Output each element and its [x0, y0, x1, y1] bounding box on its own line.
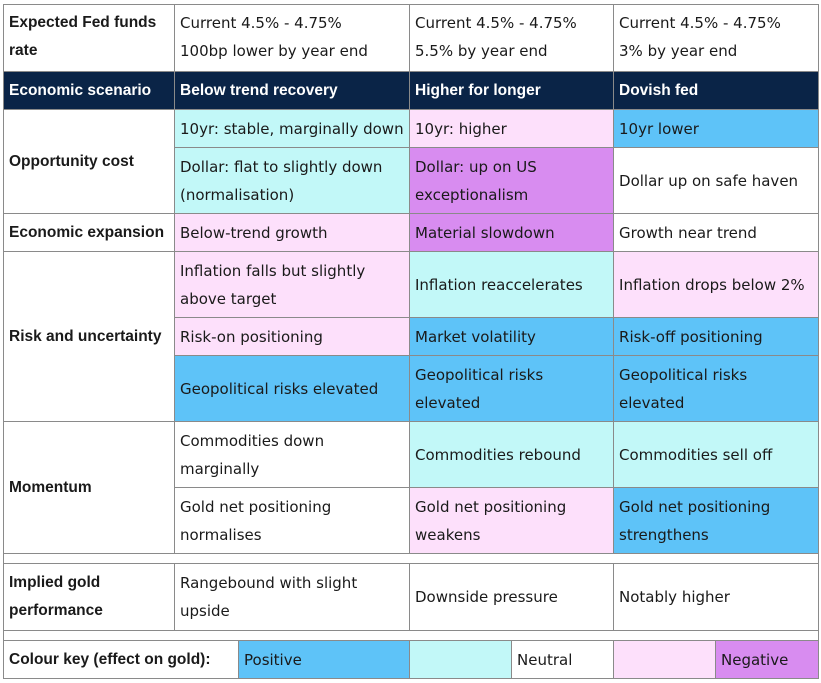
cell-implied-below-trend: Rangebound with slight upside: [174, 563, 410, 631]
colour-key-label: Colour key (effect on gold):: [3, 640, 239, 679]
key-neutral-light-swatch: [409, 640, 512, 679]
key-negative-swatch: Negative: [715, 640, 820, 679]
cell-gold-positioning-below-trend: Gold net positioning normalises: [174, 487, 410, 554]
economic-expansion-label: Economic expansion: [3, 213, 175, 252]
cell-10yr-dovish: 10yr lower: [613, 109, 820, 148]
key-negative-light-swatch: [613, 640, 717, 679]
gold-scenario-table: Expected Fed funds rate Current 4.5% - 4…: [2, 4, 820, 679]
cell-geopolitical-dovish: Geopolitical risks elevated: [613, 355, 820, 422]
scenario-higher-for-longer: Higher for longer: [408, 71, 615, 110]
fed-funds-dovish: Current 4.5% - 4.75% 3% by year end: [613, 4, 820, 72]
cell-commodities-below-trend: Commodities down marginally: [174, 421, 410, 488]
implied-gold-label: Implied gold performance: [3, 563, 175, 631]
fed-current-range: Current 4.5% - 4.75%: [415, 14, 577, 32]
cell-positioning-below-trend: Risk-on positioning: [174, 317, 410, 356]
scenario-below-trend-recovery: Below trend recovery: [174, 71, 410, 110]
fed-funds-below-trend: Current 4.5% - 4.75% 100bp lower by year…: [174, 4, 410, 72]
cell-dollar-dovish: Dollar up on safe haven: [613, 147, 820, 214]
cell-dollar-below-trend: Dollar: flat to slightly down (normalisa…: [174, 147, 410, 214]
cell-commodities-higher-longer: Commodities rebound: [408, 421, 615, 488]
fed-current-range: Current 4.5% - 4.75%: [180, 14, 342, 32]
cell-geopolitical-below-trend: Geopolitical risks elevated: [174, 355, 410, 422]
cell-inflation-dovish: Inflation drops below 2%: [613, 251, 820, 318]
opportunity-cost-label: Opportunity cost: [3, 109, 175, 214]
cell-dollar-higher-longer: Dollar: up on US exceptionalism: [408, 147, 615, 214]
cell-commodities-dovish: Commodities sell off: [613, 421, 820, 488]
fed-projection: 100bp lower by year end: [180, 42, 368, 60]
key-positive-swatch: Positive: [238, 640, 410, 679]
fed-projection: 5.5% by year end: [415, 42, 548, 60]
cell-10yr-below-trend: 10yr: stable, marginally down: [174, 109, 410, 148]
cell-10yr-higher-longer: 10yr: higher: [408, 109, 615, 148]
cell-positioning-higher-longer: Market volatility: [408, 317, 615, 356]
key-neutral-swatch: Neutral: [510, 640, 615, 679]
row-divider: [2, 630, 820, 641]
fed-funds-label: Expected Fed funds rate: [3, 4, 175, 72]
cell-gold-positioning-dovish: Gold net positioning strengthens: [613, 487, 820, 554]
cell-growth-higher-longer: Material slowdown: [408, 213, 615, 252]
cell-growth-below-trend: Below-trend growth: [174, 213, 410, 252]
fed-projection: 3% by year end: [619, 42, 738, 60]
cell-geopolitical-higher-longer: Geopolitical risks elevated: [408, 355, 615, 422]
fed-funds-higher-longer: Current 4.5% - 4.75% 5.5% by year end: [408, 4, 615, 72]
cell-implied-higher-longer: Downside pressure: [408, 563, 615, 631]
scenario-header-label: Economic scenario: [3, 71, 175, 110]
cell-positioning-dovish: Risk-off positioning: [613, 317, 820, 356]
scenario-dovish-fed: Dovish fed: [613, 71, 820, 110]
row-divider: [2, 553, 820, 564]
cell-implied-dovish: Notably higher: [613, 563, 820, 631]
risk-uncertainty-label: Risk and uncertainty: [3, 251, 175, 422]
momentum-label: Momentum: [3, 421, 175, 554]
cell-inflation-below-trend: Inflation falls but slightly above targe…: [174, 251, 410, 318]
cell-growth-dovish: Growth near trend: [613, 213, 820, 252]
cell-inflation-higher-longer: Inflation reaccelerates: [408, 251, 615, 318]
cell-gold-positioning-higher-longer: Gold net positioning weakens: [408, 487, 615, 554]
fed-current-range: Current 4.5% - 4.75%: [619, 14, 781, 32]
